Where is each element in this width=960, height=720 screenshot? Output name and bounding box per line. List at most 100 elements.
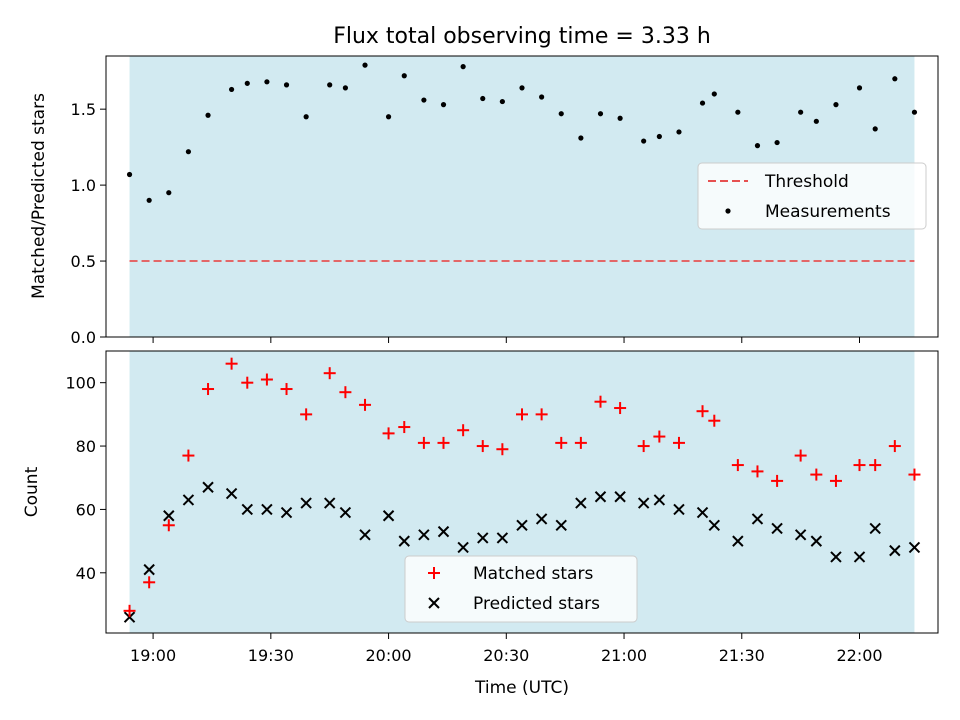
predicted-point xyxy=(830,551,842,563)
matched-point xyxy=(751,465,764,478)
x-tick-label: 22:00 xyxy=(836,646,882,665)
matched-point xyxy=(574,436,587,449)
predicted-point xyxy=(477,532,489,544)
predicted-point xyxy=(437,525,450,538)
top-y-tick-label: 1.5 xyxy=(71,100,96,119)
predicted-point xyxy=(516,519,528,531)
x-tick-label: 21:00 xyxy=(601,646,647,665)
measurement-point xyxy=(362,62,368,68)
predicted-point xyxy=(889,544,901,557)
predicted-point xyxy=(339,506,352,519)
legend-measurements-label: Measurements xyxy=(765,202,891,222)
predicted-point xyxy=(575,497,587,509)
measurement-point xyxy=(539,94,545,100)
matched-point xyxy=(241,376,254,389)
bottom-frame xyxy=(105,350,939,634)
matched-point xyxy=(869,459,882,472)
matched-point xyxy=(417,436,430,449)
measurement-point xyxy=(519,85,525,91)
predicted-point xyxy=(696,506,709,519)
measurement-point xyxy=(499,98,505,105)
matched-point xyxy=(888,440,901,453)
predicted-point xyxy=(418,529,430,541)
matched-point xyxy=(225,357,238,370)
predicted-point xyxy=(241,503,253,516)
measurement-point xyxy=(283,82,290,88)
measurement-point xyxy=(798,109,804,115)
predicted-point xyxy=(751,513,764,525)
top-y-tick-label: 0.5 xyxy=(71,252,96,271)
predicted-point xyxy=(555,519,567,531)
measurement-point xyxy=(205,112,211,118)
measurement-point xyxy=(185,149,192,155)
measurement-point xyxy=(342,85,348,91)
measurement-point xyxy=(303,114,309,120)
predicted-point xyxy=(143,563,155,576)
x-tick-label: 19:00 xyxy=(130,646,176,665)
measurement-point xyxy=(264,79,270,85)
top-legend: Threshold Measurements xyxy=(697,162,927,230)
bottom-y-tick-label: 80 xyxy=(76,437,96,456)
matched-point xyxy=(829,474,842,487)
predicted-point xyxy=(382,510,395,522)
predicted-point xyxy=(732,535,744,547)
legend-predicted-label: Predicted stars xyxy=(473,594,600,614)
measurement-point xyxy=(421,97,427,103)
bottom-y-axis-label: Count xyxy=(22,466,42,517)
matched-point xyxy=(280,383,293,396)
matched-point xyxy=(653,430,666,443)
legend-threshold-label: Threshold xyxy=(764,172,849,192)
matched-point xyxy=(908,468,921,481)
matched-point xyxy=(143,576,156,589)
predicted-point xyxy=(457,541,469,554)
measurement-point xyxy=(228,86,235,93)
legend-predicted-swatch xyxy=(428,597,440,609)
predicted-point xyxy=(637,497,650,509)
predicted-point xyxy=(794,529,807,541)
bottom-y-tick-label: 100 xyxy=(65,374,96,393)
matched-point xyxy=(359,398,372,411)
matched-point xyxy=(771,474,784,487)
predicted-point xyxy=(853,551,866,563)
matched-point xyxy=(260,373,273,386)
predicted-point xyxy=(323,497,336,509)
measurement-point xyxy=(327,82,333,88)
measurement-point xyxy=(166,190,172,196)
legend-matched-swatch xyxy=(428,567,440,579)
measurement-point xyxy=(460,64,466,70)
matched-point xyxy=(182,449,195,462)
matched-point xyxy=(853,459,866,472)
measurement-point xyxy=(676,129,682,135)
measurement-point xyxy=(244,80,250,86)
matched-point xyxy=(162,519,175,532)
measurement-point xyxy=(146,197,152,203)
matched-point xyxy=(731,459,744,472)
matched-point xyxy=(339,386,352,399)
measurement-point xyxy=(558,111,564,117)
predicted-point xyxy=(810,535,823,547)
measurement-point xyxy=(641,138,647,144)
matched-point xyxy=(708,414,721,427)
predicted-point xyxy=(869,522,881,535)
x-tick-label: 21:30 xyxy=(719,646,765,665)
top-y-axis-label: Matched/Predicted stars xyxy=(29,93,49,299)
measurement-point xyxy=(440,102,447,108)
top-frame xyxy=(105,55,939,338)
measurement-point xyxy=(892,76,898,82)
matched-point xyxy=(535,408,548,421)
matched-point xyxy=(457,424,470,437)
bottom-legend-box xyxy=(404,555,638,623)
matched-point xyxy=(696,405,709,418)
matched-point xyxy=(398,421,411,434)
measurement-point xyxy=(774,139,780,146)
legend-measurements-swatch xyxy=(725,208,731,214)
measurement-point xyxy=(872,126,878,132)
matched-point xyxy=(555,436,568,449)
measurement-point xyxy=(617,115,623,121)
predicted-point xyxy=(182,494,195,506)
matched-point xyxy=(202,383,215,396)
x-tick-label: 19:30 xyxy=(248,646,294,665)
matched-point xyxy=(516,408,528,421)
measurement-point xyxy=(126,171,133,178)
matched-point xyxy=(437,436,450,449)
